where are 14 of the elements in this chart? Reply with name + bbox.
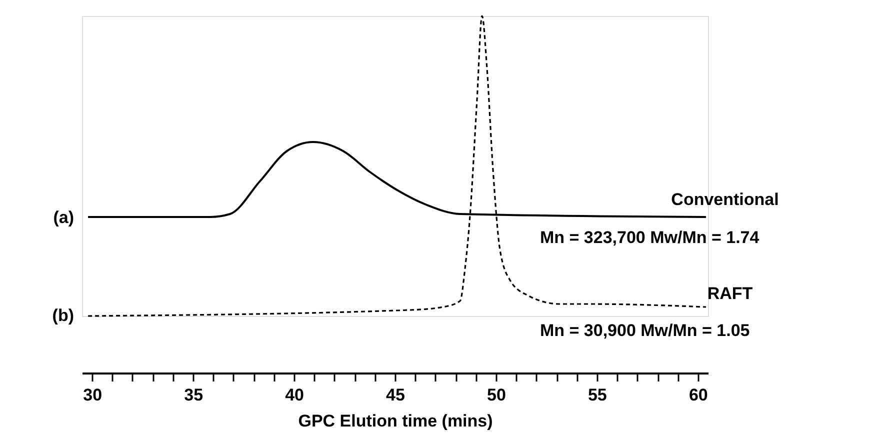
x-axis-title: GPC Elution time (mins) — [298, 412, 493, 430]
x-tick-label: 30 — [83, 386, 102, 404]
annotation: RAFT — [707, 284, 754, 303]
text: Mn = 30,900 Mw/Mn = 1.05 — [540, 321, 750, 340]
x-tick-label: 55 — [588, 386, 607, 404]
x-tick-label: 35 — [184, 386, 204, 404]
text: (b) — [52, 306, 74, 325]
annotation: Mn = 323,700 Mw/Mn = 1.74 — [540, 228, 760, 247]
x-tick-label: 60 — [688, 386, 708, 404]
x-tick-label: 40 — [285, 386, 304, 404]
annotation: Conventional — [671, 190, 779, 209]
text: (a) — [53, 208, 74, 227]
x-tick-label: 45 — [386, 386, 405, 404]
x-tick-label: 50 — [487, 386, 506, 404]
